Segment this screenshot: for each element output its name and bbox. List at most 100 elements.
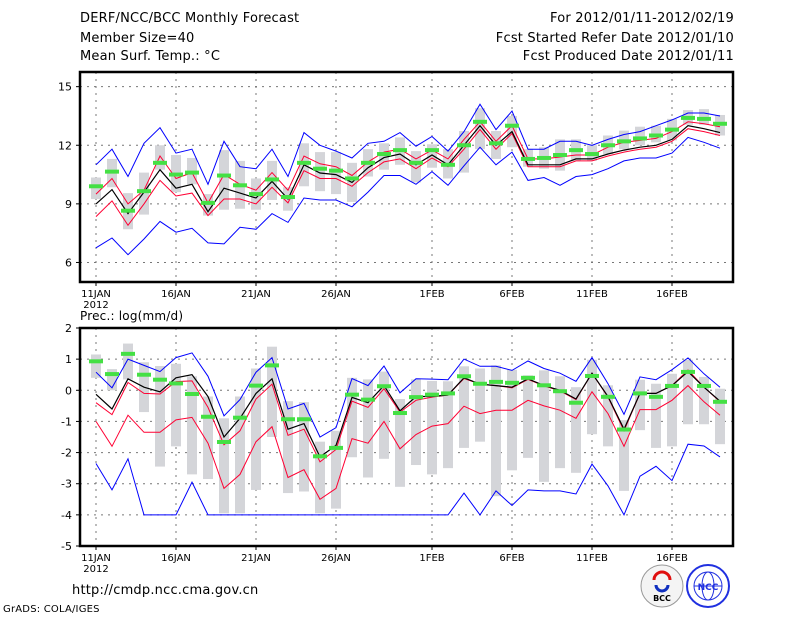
spread-upper-line <box>95 121 721 205</box>
obs-marker <box>345 392 359 397</box>
x-tick-label: 1FEB <box>419 289 444 300</box>
obs-marker <box>409 395 423 400</box>
obs-marker <box>265 363 279 368</box>
mean-line <box>95 370 721 458</box>
plot-frame <box>78 70 735 284</box>
spread-bar <box>459 366 469 448</box>
chart-title: DERF/NCC/BCC Monthly Forecast <box>80 11 300 26</box>
chart-0: 6 9 12 15 11JAN 16JAN 21JAN 26JAN 1FEB 6FEB 11FEB 1… <box>58 70 735 311</box>
x-tick-label: 16JAN <box>161 553 191 564</box>
obs-marker <box>137 189 151 194</box>
spread-bar <box>107 369 117 391</box>
website-url[interactable]: http://cmdp.ncc.cma.gov.cn <box>72 583 259 598</box>
obs-marker <box>521 156 535 161</box>
y-tick-label: 0 <box>65 384 72 397</box>
obs-marker <box>281 417 295 422</box>
obs-marker <box>713 121 727 126</box>
obs-marker <box>425 392 439 397</box>
y-tick-label: -3 <box>61 478 72 491</box>
obs-marker <box>313 166 327 171</box>
x-tick-label: 21JAN <box>241 289 271 300</box>
produced-date: Fcst Produced Date 2012/01/11 <box>522 49 734 64</box>
obs-marker <box>329 168 343 173</box>
spread-bar <box>331 152 341 195</box>
obs-marker <box>473 119 487 124</box>
x-tick-label: 21JAN <box>241 553 271 564</box>
obs-marker <box>649 133 663 138</box>
spread-bar <box>555 376 565 469</box>
spread-bar <box>251 368 261 490</box>
spread-bar <box>699 376 709 425</box>
obs-marker <box>153 160 167 165</box>
obs-marker <box>377 384 391 389</box>
spread-bar <box>235 396 245 514</box>
obs-marker <box>281 195 295 200</box>
spread-bar <box>331 430 341 509</box>
spread-lower-line <box>95 384 721 501</box>
obs-marker <box>441 391 455 396</box>
obs-marker <box>713 399 727 404</box>
obs-marker <box>521 375 535 380</box>
obs-marker <box>393 411 407 416</box>
x-tick-label: 16FEB <box>656 553 688 564</box>
x-tick-label: 26JAN <box>321 553 351 564</box>
x-tick-label: 16FEB <box>656 289 688 300</box>
min-line <box>95 443 721 517</box>
obs-marker <box>489 141 503 146</box>
spread-bar <box>683 359 693 425</box>
spread-bar <box>155 365 165 467</box>
x-tick-label: 11JAN <box>81 553 111 564</box>
spread-lower-line <box>95 128 721 227</box>
year-label: 2012 <box>83 300 108 311</box>
spread-bar <box>427 380 437 475</box>
spread-bar <box>363 379 373 478</box>
obs-marker <box>297 160 311 165</box>
spread-bar <box>523 375 533 458</box>
obs-marker <box>121 208 135 213</box>
plot-frame <box>78 326 735 548</box>
obs-marker <box>361 160 375 165</box>
obs-marker <box>537 383 551 388</box>
obs-marker <box>169 172 183 177</box>
obs-marker <box>185 170 199 175</box>
obs-marker <box>505 123 519 128</box>
obs-marker <box>425 148 439 153</box>
obs-marker <box>393 148 407 153</box>
obs-marker <box>201 414 215 419</box>
chart-1: -5 -4 -3 -2 -1 0 1 2 11JAN 16JAN 21JAN 26JAN 1FEB 6FE… <box>61 322 735 575</box>
spread-bar <box>667 373 677 447</box>
obs-marker <box>409 160 423 165</box>
obs-marker <box>265 177 279 182</box>
mean-line <box>95 124 721 215</box>
spread-bar <box>587 359 597 435</box>
obs-marker <box>601 394 615 399</box>
x-tick-label: 16JAN <box>161 289 191 300</box>
obs-marker <box>329 445 343 450</box>
spread-bar <box>171 363 181 447</box>
year-label: 2012 <box>83 564 108 575</box>
obs-marker <box>105 169 119 174</box>
spread-bar <box>379 143 389 170</box>
obs-marker <box>89 359 103 364</box>
spread-bar <box>715 388 725 445</box>
spread-bar <box>603 385 613 447</box>
started-date: Fcst Started Refer Date 2012/01/10 <box>495 31 734 46</box>
obs-marker <box>217 173 231 178</box>
obs-marker <box>89 184 103 189</box>
spread-bar <box>219 150 229 210</box>
spread-bar <box>411 151 421 183</box>
spread-bar <box>475 368 485 442</box>
y-tick-label: 12 <box>58 139 72 152</box>
forecast-period: For 2012/01/11-2012/02/19 <box>550 11 734 26</box>
obs-marker <box>665 127 679 132</box>
spread-bar <box>299 402 309 492</box>
obs-marker <box>617 427 631 432</box>
spread-bar <box>491 365 501 497</box>
spread-bar <box>427 144 437 168</box>
obs-marker <box>633 391 647 396</box>
spread-bar <box>571 387 581 473</box>
obs-marker <box>249 192 263 197</box>
obs-marker <box>585 373 599 378</box>
precip-label: Prec.: log(mm/d) <box>80 309 184 323</box>
